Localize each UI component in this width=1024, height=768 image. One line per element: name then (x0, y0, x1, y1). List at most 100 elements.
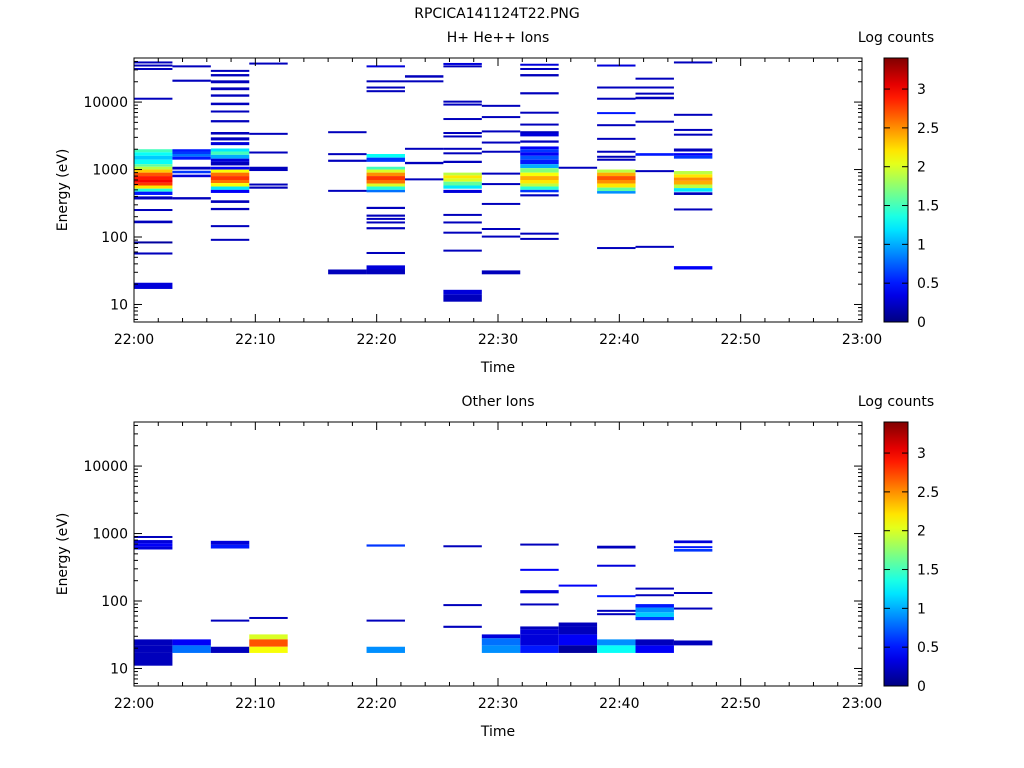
heatmap-cell (481, 150, 521, 153)
heatmap-cell (481, 270, 521, 275)
heatmap-cell (172, 166, 211, 170)
heatmap-cell (520, 626, 559, 630)
heatmap-cell (404, 161, 444, 165)
heatmap-cell (597, 187, 636, 192)
heatmap-cell (635, 639, 674, 646)
heatmap-cell (597, 112, 636, 115)
heatmap-cell (443, 135, 482, 138)
heatmap-cell (210, 544, 250, 549)
heatmap-cell (366, 214, 405, 217)
heatmap-cell (249, 166, 288, 172)
heatmap-cell (134, 179, 173, 183)
heatmap-cell (366, 186, 405, 190)
y-tick-label: 10 (110, 297, 128, 313)
heatmap-cell (443, 604, 482, 607)
heatmap-cell (597, 564, 636, 567)
heatmap-cell (328, 269, 367, 275)
heatmap-cell (673, 148, 713, 152)
heatmap-cell (520, 590, 559, 594)
heatmap-cell (635, 587, 674, 590)
heatmap-cell (443, 103, 482, 106)
heatmap-cell (134, 543, 173, 547)
heatmap-cell (134, 182, 173, 186)
heatmap-cell (520, 568, 559, 571)
colorbar-tick-label: 3 (917, 82, 926, 98)
heatmap-cell (673, 640, 713, 646)
heatmap-cell (443, 213, 482, 216)
heatmap-cells (134, 61, 713, 302)
heatmap-cell (172, 170, 211, 174)
heatmap-cell (134, 155, 173, 160)
heatmap-cell (635, 594, 674, 597)
heatmap-cell (597, 176, 636, 180)
heatmap-cell (172, 65, 211, 68)
colorbar-label: Log counts (858, 394, 934, 410)
heatmap-cell (520, 186, 559, 190)
heatmap-cell (366, 172, 405, 177)
heatmap-cell (366, 169, 405, 173)
x-axis-label: Time (480, 360, 515, 376)
heatmap-cell (443, 181, 482, 186)
heatmap-cell (210, 80, 250, 84)
heatmap-cell (520, 132, 559, 137)
colorbar-tick-label: 1.5 (917, 563, 939, 579)
heatmap-cell (520, 645, 559, 653)
heatmap-cell (366, 227, 405, 230)
heatmap-cell (635, 96, 674, 100)
heatmap-cell (673, 177, 713, 181)
heatmap-cell (520, 179, 559, 184)
heatmap-cell (210, 646, 250, 653)
heatmap-cell (172, 149, 211, 152)
heatmap-cell (134, 196, 173, 200)
heatmap-cell (134, 64, 173, 67)
heatmap-cell (673, 188, 713, 192)
heatmap-cell (366, 183, 405, 187)
heatmap-cell (673, 192, 713, 195)
heatmap-cell (520, 634, 559, 646)
heatmap-cell (520, 111, 559, 114)
heatmap-cell (404, 147, 444, 150)
y-axis-label: Energy (eV) (55, 149, 71, 232)
heatmap-cell (210, 619, 250, 622)
heatmap-cell (520, 176, 559, 180)
heatmap-cell (673, 153, 713, 156)
heatmap-cell (520, 543, 559, 546)
heatmap-cell (210, 120, 250, 123)
heatmap-cell (673, 171, 713, 175)
heatmap-cell (443, 178, 482, 182)
heatmap-cell (210, 137, 250, 141)
heatmap-cell (635, 92, 674, 95)
heatmap-cell (134, 166, 173, 170)
heatmap-cell (366, 221, 405, 224)
y-tick-label: 1000 (92, 163, 128, 179)
heatmap-cell (134, 176, 173, 180)
heatmap-cell (673, 184, 713, 189)
x-tick-label: 22:20 (356, 332, 396, 348)
heatmap-cell (443, 65, 482, 68)
heatmap-cell (249, 183, 288, 186)
heatmap-cell (210, 74, 250, 77)
heatmap-cell (134, 191, 173, 195)
heatmap-cell (520, 629, 559, 635)
heatmap-cell (635, 245, 674, 248)
heatmap-cell (249, 646, 288, 653)
heatmap-cell (481, 183, 521, 186)
heatmap-cell (635, 616, 674, 621)
heatmap-cell (172, 174, 211, 178)
heatmap-cell (558, 645, 598, 653)
heatmap-cell (673, 592, 713, 595)
heatmap-cell (328, 153, 367, 156)
heatmap-cell (558, 634, 598, 646)
heatmap-cell (210, 207, 250, 211)
colorbar-tick-label: 2.5 (917, 485, 939, 501)
heatmap-cell (134, 149, 173, 153)
heatmap-cell (443, 189, 482, 193)
heatmap-cell (134, 546, 173, 550)
heatmap-cell (210, 87, 250, 91)
heatmap-cell (597, 183, 636, 188)
colorbar-tick-label: 1 (917, 601, 926, 617)
x-tick-label: 22:10 (235, 696, 275, 712)
heatmap-cell (366, 176, 405, 180)
heatmap-cell (249, 639, 288, 647)
